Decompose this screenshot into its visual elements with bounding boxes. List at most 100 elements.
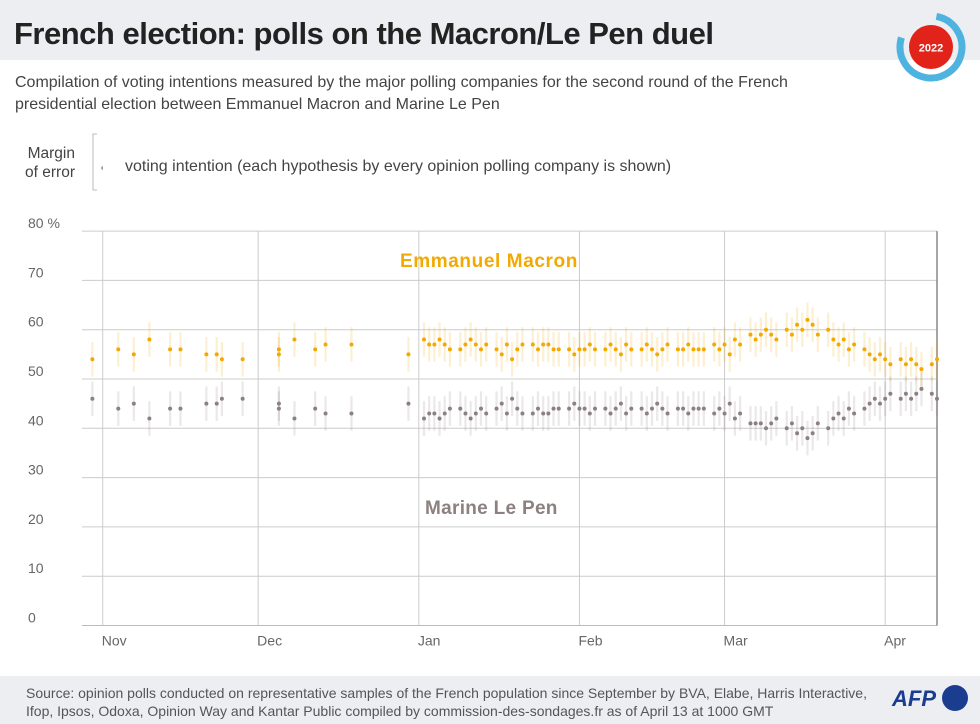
poll-point-lepen (758, 421, 763, 426)
poll-point-macron (479, 347, 483, 352)
poll-point-lepen (660, 406, 665, 411)
poll-point-lepen (815, 421, 820, 426)
poll-point-macron (484, 342, 489, 347)
poll-point-lepen (914, 391, 919, 396)
poll-point-macron (644, 342, 649, 347)
poll-point-lepen (629, 406, 634, 411)
poll-point-macron (919, 367, 924, 372)
poll-point-macron (738, 342, 743, 347)
poll-point-lepen (795, 431, 800, 436)
y-tick-label: 70 (28, 264, 44, 280)
poll-point-lepen (862, 406, 867, 411)
poll-point-macron (795, 322, 800, 327)
poll-point-lepen (639, 406, 644, 411)
poll-point-lepen (903, 391, 908, 396)
poll-point-lepen (323, 411, 328, 416)
poll-point-lepen (764, 426, 768, 431)
poll-point-macron (758, 332, 763, 337)
poll-point-macron (504, 342, 509, 347)
poll-point-macron (810, 322, 815, 327)
poll-point-macron (313, 347, 318, 352)
poll-point-lepen (800, 426, 805, 431)
poll-point-macron (629, 347, 634, 352)
poll-point-lepen (810, 431, 815, 436)
poll-point-macron (473, 342, 478, 347)
poll-point-macron (826, 327, 831, 332)
poll-point-lepen (836, 411, 841, 416)
poll-point-lepen (313, 406, 318, 411)
poll-point-lepen (624, 411, 629, 416)
legend-margin-line1: Margin (27, 145, 75, 162)
poll-point-macron (831, 337, 836, 342)
poll-point-macron (867, 352, 872, 357)
poll-point-macron (468, 337, 473, 342)
poll-point-macron (815, 332, 820, 337)
poll-point-lepen (753, 421, 758, 426)
poll-point-lepen (204, 401, 209, 406)
afp-logo-dot (942, 685, 968, 711)
legend-margin-bracket (92, 133, 103, 191)
poll-point-lepen (655, 401, 660, 406)
poll-point-macron (805, 317, 810, 322)
poll-point-macron (276, 352, 281, 357)
poll-point-macron (577, 347, 582, 352)
poll-point-lepen (276, 406, 281, 411)
poll-point-macron (753, 337, 758, 342)
poll-point-macron (551, 347, 556, 352)
poll-point-lepen (479, 406, 483, 411)
poll-point-macron (769, 332, 774, 337)
poll-point-macron (515, 347, 520, 352)
x-tick-label: Feb (578, 633, 602, 649)
poll-point-lepen (582, 406, 587, 411)
poll-point-lepen (878, 401, 882, 406)
poll-point-macron (696, 347, 701, 352)
poll-point-lepen (618, 401, 623, 406)
poll-point-lepen (427, 411, 432, 416)
poll-point-lepen (168, 406, 173, 411)
poll-point-lepen (219, 396, 224, 401)
poll-point-lepen (872, 396, 877, 401)
poll-point-lepen (116, 406, 121, 411)
poll-point-lepen (846, 406, 851, 411)
poll-point-macron (463, 342, 468, 347)
poll-point-lepen (572, 401, 577, 406)
election-2022-badge: 2022 (896, 12, 966, 82)
y-tick-label: 50 (28, 363, 44, 379)
legend-margin-label: Margin of error (20, 144, 75, 182)
poll-point-macron (406, 352, 411, 357)
poll-point-macron (872, 357, 877, 362)
poll-point-lepen (147, 416, 152, 421)
y-tick-label: 80 % (28, 215, 60, 231)
poll-point-lepen (603, 406, 608, 411)
poll-point-macron (784, 327, 789, 332)
poll-point-macron (717, 347, 722, 352)
subtitle: Compilation of voting intentions measure… (15, 74, 788, 113)
poll-point-macron (909, 357, 914, 362)
x-tick-label: Apr (884, 633, 906, 649)
y-tick-label: 30 (28, 462, 44, 478)
poll-point-lepen (675, 406, 680, 411)
poll-point-lepen (712, 411, 717, 416)
x-tick-label: Jan (418, 633, 441, 649)
poll-point-macron (499, 352, 504, 357)
poll-point-macron (603, 347, 608, 352)
poll-point-macron (898, 357, 903, 362)
poll-point-lepen (888, 391, 893, 396)
poll-point-macron (572, 352, 577, 357)
poll-point-lepen (686, 411, 691, 416)
poll-point-macron (903, 362, 908, 367)
page-title: French election: polls on the Macron/Le … (14, 16, 714, 51)
poll-point-lepen (276, 401, 281, 406)
poll-point-macron (888, 362, 893, 367)
x-tick-label: Dec (257, 633, 282, 649)
poll-point-macron (510, 357, 515, 362)
poll-point-macron (432, 342, 437, 347)
poll-point-lepen (852, 411, 857, 416)
poll-point-macron (116, 347, 121, 352)
poll-point-lepen (240, 396, 245, 401)
poll-point-lepen (717, 406, 722, 411)
poll-point-macron (686, 342, 691, 347)
x-tick-label: Nov (102, 633, 127, 649)
poll-point-lepen (831, 416, 836, 421)
afp-logo: AFP (892, 686, 936, 711)
